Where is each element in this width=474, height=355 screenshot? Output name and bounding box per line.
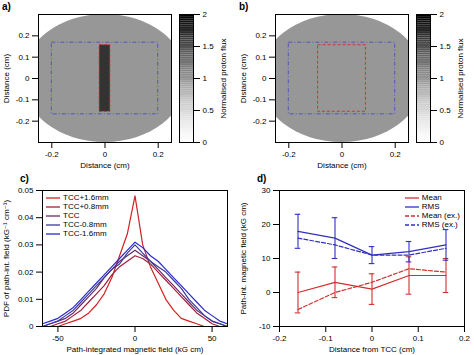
- svg-text:0.2: 0.2: [390, 150, 402, 159]
- svg-text:0.5: 0.5: [440, 106, 452, 115]
- svg-text:-0.2: -0.2: [282, 150, 296, 159]
- svg-text:-0.2: -0.2: [16, 117, 30, 126]
- svg-text:0.01: 0.01: [18, 295, 34, 304]
- html-text:Mean (ex.): Mean (ex.): [421, 211, 460, 220]
- svg-text:0: 0: [203, 138, 208, 147]
- html-text:Mean: Mean: [421, 193, 442, 202]
- svg-text:2: 2: [203, 10, 208, 19]
- svg-text:Distance (cm): Distance (cm): [80, 161, 130, 170]
- svg-text:PDF of path-int. field (kG⁻¹ c: PDF of path-int. field (kG⁻¹ cm⁻¹): [2, 199, 11, 317]
- svg-text:0.2: 0.2: [459, 334, 471, 343]
- svg-text:0.04: 0.04: [18, 213, 34, 222]
- html-text:TCC-1.6mm: TCC-1.6mm: [63, 229, 107, 238]
- svg-text:Distance from TCC (cm): Distance from TCC (cm): [329, 345, 415, 354]
- svg-text:-10: -10: [259, 322, 271, 331]
- svg-text:Distance (cm): Distance (cm): [2, 53, 11, 103]
- html-text:TCC+0.8mm: TCC+0.8mm: [63, 202, 109, 211]
- svg-text:Distance (cm): Distance (cm): [239, 53, 248, 103]
- svg-text:-0.2: -0.2: [45, 150, 59, 159]
- html-text:TCC-0.8mm: TCC-0.8mm: [63, 220, 107, 229]
- svg-text:0.5: 0.5: [203, 106, 215, 115]
- svg-text:0: 0: [340, 150, 345, 159]
- svg-text:30: 30: [262, 186, 271, 195]
- svg-text:0.1: 0.1: [255, 53, 267, 62]
- html-text:d): d): [257, 173, 267, 184]
- svg-text:Path-integrated magnetic field: Path-integrated magnetic field (kG cm): [67, 345, 204, 354]
- svg-text:0: 0: [370, 334, 375, 343]
- html-text:RMS: RMS: [421, 202, 440, 211]
- svg-text:Normalised proton flux: Normalised proton flux: [219, 38, 228, 118]
- svg-text:Path-int. magnetic field (kG c: Path-int. magnetic field (kG cm): [239, 202, 248, 314]
- svg-text:20: 20: [262, 220, 271, 229]
- html-text:a): a): [2, 1, 11, 12]
- svg-text:1: 1: [203, 74, 208, 83]
- svg-text:Normalised proton flux: Normalised proton flux: [456, 38, 465, 118]
- html-text:RMS (ex.): RMS (ex.): [421, 220, 458, 229]
- svg-text:1.5: 1.5: [203, 42, 215, 51]
- svg-text:0.2: 0.2: [153, 150, 165, 159]
- svg-text:-0.1: -0.1: [319, 334, 333, 343]
- svg-text:Distance (cm): Distance (cm): [317, 161, 367, 170]
- html-text:TCC+1.6mm: TCC+1.6mm: [63, 193, 109, 202]
- html-text:c): c): [20, 173, 29, 184]
- svg-text:0.2: 0.2: [255, 31, 267, 40]
- svg-text:0: 0: [103, 150, 108, 159]
- svg-text:0.05: 0.05: [18, 186, 34, 195]
- svg-text:0: 0: [440, 138, 445, 147]
- svg-text:0: 0: [25, 74, 30, 83]
- svg-text:0: 0: [262, 74, 267, 83]
- svg-text:0: 0: [266, 288, 271, 297]
- svg-text:50: 50: [208, 334, 217, 343]
- svg-text:1: 1: [440, 74, 445, 83]
- svg-text:0.2: 0.2: [18, 31, 30, 40]
- svg-text:0.1: 0.1: [413, 334, 425, 343]
- svg-text:0.1: 0.1: [18, 53, 30, 62]
- svg-text:10: 10: [262, 254, 271, 263]
- svg-text:-0.2: -0.2: [253, 117, 267, 126]
- svg-text:-0.1: -0.1: [253, 95, 267, 104]
- svg-text:2: 2: [440, 10, 445, 19]
- svg-text:0.03: 0.03: [18, 240, 34, 249]
- svg-text:1.5: 1.5: [440, 42, 452, 51]
- html-text:b): b): [239, 1, 249, 12]
- html-text:TCC: TCC: [63, 211, 80, 220]
- svg-text:-0.1: -0.1: [16, 95, 30, 104]
- svg-text:-50: -50: [52, 334, 64, 343]
- svg-text:0: 0: [29, 322, 34, 331]
- svg-text:0.02: 0.02: [18, 268, 34, 277]
- svg-text:-0.2: -0.2: [273, 334, 287, 343]
- svg-text:0: 0: [133, 334, 138, 343]
